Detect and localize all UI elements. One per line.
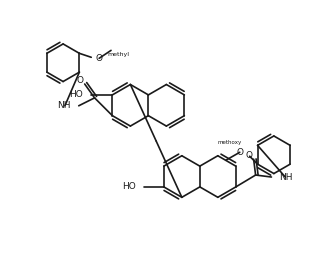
Text: methoxy: methoxy	[218, 140, 242, 145]
Text: O: O	[237, 148, 244, 157]
Text: O: O	[95, 54, 102, 63]
Text: methyl: methyl	[107, 52, 129, 57]
Text: NH: NH	[57, 101, 71, 110]
Text: NH: NH	[279, 172, 293, 182]
Text: O: O	[245, 151, 252, 160]
Text: HO: HO	[123, 182, 136, 191]
Text: HO: HO	[69, 90, 83, 99]
Text: O: O	[76, 76, 83, 84]
